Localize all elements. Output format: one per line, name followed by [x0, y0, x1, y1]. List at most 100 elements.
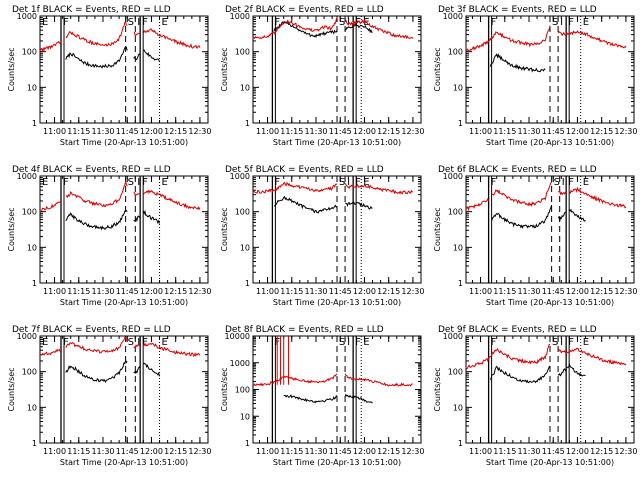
y-tick-label: 100	[235, 386, 250, 395]
y-tick-label: 1	[245, 119, 250, 128]
x-tick-label: 11:45	[329, 287, 352, 296]
x-tick-label: 11:15	[67, 127, 90, 136]
marker-label: I	[560, 337, 563, 348]
x-tick-label: 11:15	[67, 447, 90, 456]
y-tick-label: 10	[453, 83, 463, 92]
y-tick-label: 1	[458, 439, 463, 448]
series-lld-line	[252, 17, 414, 40]
x-tick-label: 11:15	[280, 287, 303, 296]
x-tick-label: 11:45	[542, 287, 565, 296]
marker-label: F	[355, 177, 361, 188]
marker-label: S	[554, 177, 560, 188]
y-tick-label: 1	[32, 279, 37, 288]
y-tick-label: 10	[453, 243, 463, 252]
y-axis-label: Counts/sec	[433, 47, 442, 91]
x-tick-label: 12:15	[164, 447, 187, 456]
series-events-line	[65, 46, 160, 69]
y-tick-label: 1000	[443, 12, 463, 21]
marker-label: S	[128, 177, 134, 188]
x-tick-label: 11:45	[542, 447, 565, 456]
marker-label: S	[128, 337, 134, 348]
detector-panel-3: Det 3f BLACK = Events, RED = LLD 1 10 100 10…	[433, 5, 637, 147]
panel-title: Det 1f BLACK = Events, RED = LLD	[12, 5, 171, 15]
y-tick-label: 10	[453, 403, 463, 412]
panel-title: Det 9f BLACK = Events, RED = LLD	[438, 325, 597, 335]
x-tick-label: 11:45	[116, 447, 139, 456]
series-lld-line	[39, 181, 201, 212]
x-tick-label: 12:30	[614, 127, 637, 136]
marker-label: F	[491, 337, 497, 348]
y-tick-label: 100	[22, 208, 37, 217]
x-tick-label: 11:30	[91, 127, 114, 136]
x-tick-label: 12:30	[188, 127, 211, 136]
y-axis-label: Counts/sec	[433, 207, 442, 251]
x-tick-label: 11:45	[116, 127, 139, 136]
x-tick-label: 11:30	[517, 447, 540, 456]
plot-frame	[39, 175, 209, 284]
x-tick-label: 12:00	[566, 127, 589, 136]
y-axis-label: Counts/sec	[7, 367, 16, 411]
series-events-line	[65, 209, 160, 231]
y-tick-label: 100	[235, 208, 250, 217]
x-tick-label: 11:00	[43, 287, 66, 296]
x-tick-label: 12:30	[188, 447, 211, 456]
x-tick-label: 12:00	[566, 287, 589, 296]
plot-frame	[465, 175, 635, 284]
x-tick-label: 11:30	[517, 287, 540, 296]
marker-label: E	[363, 337, 369, 348]
marker-label: F	[491, 177, 497, 188]
y-axis-label: Counts/sec	[7, 207, 16, 251]
x-tick-label: 12:15	[377, 447, 400, 456]
marker-label: F	[568, 177, 574, 188]
y-tick-label: 100	[235, 48, 250, 57]
series-lld-line	[39, 336, 201, 358]
series-lld-line	[252, 373, 414, 387]
marker-label: I	[347, 337, 350, 348]
y-tick-label: 10000	[225, 332, 250, 341]
series-events-line	[491, 204, 586, 229]
marker-label: E	[162, 17, 168, 28]
x-tick-label: 12:00	[140, 287, 163, 296]
series-events-line	[489, 362, 586, 384]
marker-label: E	[42, 337, 48, 348]
x-tick-label: 12:15	[164, 287, 187, 296]
marker-label: F	[142, 17, 148, 28]
x-tick-label: 11:00	[256, 287, 279, 296]
marker-label: S	[339, 177, 345, 188]
marker-label: F	[63, 177, 69, 188]
marker-label: E	[162, 337, 168, 348]
y-tick-label: 100	[448, 48, 463, 57]
y-tick-label: 1000	[230, 12, 250, 21]
detector-panel-4: Det 4f BLACK = Events, RED = LLD 1 10 100 10…	[7, 165, 211, 307]
x-tick-label: 11:00	[43, 127, 66, 136]
marker-label: E	[162, 177, 168, 188]
x-tick-label: 12:30	[401, 447, 424, 456]
marker-label: I	[560, 17, 563, 28]
marker-label: F	[491, 17, 497, 28]
x-tick-label: 11:30	[91, 287, 114, 296]
panel-title: Det 6f BLACK = Events, RED = LLD	[438, 165, 597, 175]
y-tick-label: 10	[27, 403, 37, 412]
marker-label: E	[42, 177, 48, 188]
x-tick-label: 11:15	[67, 287, 90, 296]
x-axis-label: Start Time (20-Apr-13 10:51:00)	[273, 458, 401, 467]
x-axis-label: Start Time (20-Apr-13 10:51:00)	[273, 298, 401, 307]
x-tick-label: 11:45	[542, 127, 565, 136]
marker-label: F	[355, 17, 361, 28]
x-tick-label: 12:00	[353, 287, 376, 296]
panel-title: Det 2f BLACK = Events, RED = LLD	[225, 5, 384, 15]
y-tick-label: 10	[27, 83, 37, 92]
detector-panel-5: Det 5f BLACK = Events, RED = LLD 1 10 100 10…	[220, 165, 424, 307]
x-tick-label: 11:30	[304, 127, 327, 136]
y-tick-label: 1	[245, 279, 250, 288]
x-tick-label: 12:00	[566, 447, 589, 456]
x-tick-label: 12:15	[590, 287, 613, 296]
y-tick-label: 1000	[443, 332, 463, 341]
x-tick-label: 11:00	[469, 447, 492, 456]
marker-label: E	[583, 17, 589, 28]
marker-label: S	[339, 17, 345, 28]
x-tick-label: 11:00	[43, 447, 66, 456]
series-events-line	[489, 53, 546, 73]
x-tick-label: 11:30	[304, 447, 327, 456]
